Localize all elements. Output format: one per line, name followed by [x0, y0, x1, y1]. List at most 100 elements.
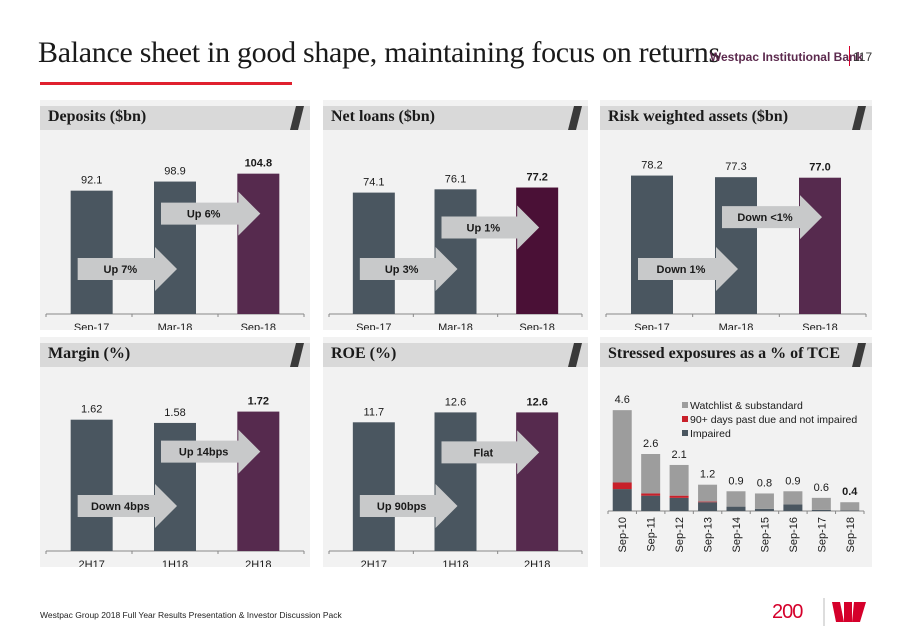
panel-header: Deposits ($bn)	[40, 106, 310, 130]
x-tick-label: 2H18	[245, 559, 271, 567]
bar-segment	[811, 497, 831, 510]
data-label: 77.0	[809, 162, 830, 174]
bar-segment	[641, 493, 661, 496]
data-label: 1.72	[248, 396, 269, 408]
slash-icon	[568, 106, 582, 130]
x-tick-label: 2H17	[79, 559, 105, 567]
change-arrow	[441, 430, 540, 475]
roe-panel: ROE (%) 11.7 2H17 12.6 1H18 12.6 2H18 Up 90bps…	[323, 337, 588, 567]
x-tick-label: Sep-10	[617, 517, 629, 552]
bar	[631, 175, 673, 314]
x-tick-label: 2H18	[524, 559, 550, 567]
net-loans-chart: 74.1 Sep-17 76.1 Mar-18 77.2 Sep-18 Up 3% Up 1%	[328, 172, 583, 330]
bar-segment	[612, 489, 632, 511]
bar-segment	[612, 410, 632, 483]
bar	[237, 173, 280, 314]
change-arrow	[359, 247, 458, 291]
legend-label: Impaired	[690, 428, 731, 440]
slash-icon	[290, 106, 304, 130]
change-label: Up 14bps	[179, 447, 229, 459]
data-label: 1.58	[164, 407, 185, 419]
panel-header: Margin (%)	[40, 343, 310, 367]
bar	[516, 412, 559, 551]
data-label: 0.6	[814, 482, 829, 494]
bar	[352, 192, 395, 314]
x-tick-label: Mar-18	[438, 322, 473, 330]
brand-name: Westpac Institutional Bank	[709, 50, 863, 64]
data-label: 0.9	[728, 475, 743, 487]
data-label: 4.6	[615, 394, 630, 406]
x-tick-label: 2H17	[361, 559, 387, 567]
page-number: 117	[853, 50, 873, 64]
net-loans-panel: Net loans ($bn) 74.1 Sep-17 76.1 Mar-18 77.2…	[323, 100, 588, 330]
bar-segment	[612, 482, 632, 490]
bar	[516, 187, 559, 314]
bar-segment	[669, 464, 689, 496]
bar	[715, 177, 757, 314]
bar-segment	[669, 497, 689, 511]
data-label: 104.8	[245, 158, 273, 170]
bar	[434, 189, 477, 314]
x-tick-label: Sep-17	[816, 517, 828, 552]
margin-chart: 1.62 2H17 1.58 1H18 1.72 2H18 Down 4bps Up 14bp…	[45, 396, 305, 567]
stressed-exposures-chart: 4.6 Sep-10 2.6 Sep-11 2.1 Sep-12 1.2 Sep-13 0.9 S…	[607, 394, 865, 552]
data-label: 1.2	[700, 469, 715, 481]
bar	[352, 422, 395, 551]
legend-swatch	[682, 430, 688, 436]
bar-segment	[641, 495, 661, 511]
bar-segment	[754, 493, 774, 509]
data-label: 0.4	[842, 486, 858, 498]
data-label: 2.1	[671, 449, 686, 461]
slash-icon	[568, 343, 582, 367]
stressed-exposures-panel: Stressed exposures as a % of TCE 4.6 Sep-…	[600, 337, 872, 567]
change-arrow	[161, 191, 261, 236]
x-tick-label: Sep-12	[674, 517, 686, 552]
change-label: Down 4bps	[91, 501, 150, 513]
change-label: Flat	[474, 447, 494, 459]
westpac-logo: 200	[772, 598, 866, 626]
data-label: 78.2	[641, 160, 662, 172]
data-label: 98.9	[164, 166, 185, 178]
x-tick-label: Sep-17	[74, 322, 109, 330]
x-tick-label: Sep-18	[241, 322, 276, 330]
legend-label: Watchlist & substandard	[690, 400, 803, 412]
data-label: 74.1	[363, 177, 384, 189]
x-tick-label: Mar-18	[158, 322, 193, 330]
x-tick-label: Sep-16	[788, 517, 800, 552]
x-tick-label: 1H18	[162, 559, 188, 567]
deposits-panel: Deposits ($bn) 92.1 Sep-17 98.9 Mar-18 104.8…	[40, 100, 310, 330]
bar-segment	[698, 501, 718, 503]
data-label: 77.2	[526, 172, 547, 184]
x-tick-label: Mar-18	[719, 322, 754, 330]
x-tick-label: Sep-11	[646, 517, 658, 552]
panel-title: Risk weighted assets ($bn)	[608, 108, 789, 125]
panel-title: Net loans ($bn)	[331, 108, 436, 125]
change-label: Up 6%	[187, 209, 221, 221]
x-tick-label: Sep-13	[703, 517, 715, 552]
bar-segment	[669, 495, 689, 498]
bar-segment	[840, 502, 860, 511]
slash-icon	[852, 343, 866, 367]
bar-segment	[726, 506, 746, 511]
x-tick-label: Sep-14	[731, 517, 743, 552]
change-label: Down 1%	[657, 264, 706, 276]
bar-segment	[754, 508, 774, 511]
change-label: Down <1%	[737, 212, 793, 224]
x-tick-label: Sep-17	[634, 322, 669, 330]
bar-segment	[783, 491, 803, 505]
change-label: Up 90bps	[377, 501, 427, 513]
data-label: 2.6	[643, 438, 658, 450]
panel-header: Stressed exposures as a % of TCE	[600, 343, 872, 367]
data-label: 12.6	[445, 396, 466, 408]
x-tick-label: Sep-18	[845, 517, 857, 552]
x-tick-label: Sep-18	[802, 322, 837, 330]
change-arrow	[441, 205, 540, 250]
roe-chart: 11.7 2H17 12.6 1H18 12.6 2H18 Up 90bps Flat	[328, 396, 583, 567]
panel-title: ROE (%)	[331, 345, 397, 362]
panel-header: Net loans ($bn)	[323, 106, 588, 130]
deposits-chart: 92.1 Sep-17 98.9 Mar-18 104.8 Sep-18 Up 7% Up 6…	[45, 158, 305, 330]
panel-title: Margin (%)	[48, 345, 131, 362]
legend-swatch	[682, 416, 688, 422]
westpac-w-icon	[832, 602, 866, 622]
x-tick-label: Sep-15	[759, 517, 771, 552]
